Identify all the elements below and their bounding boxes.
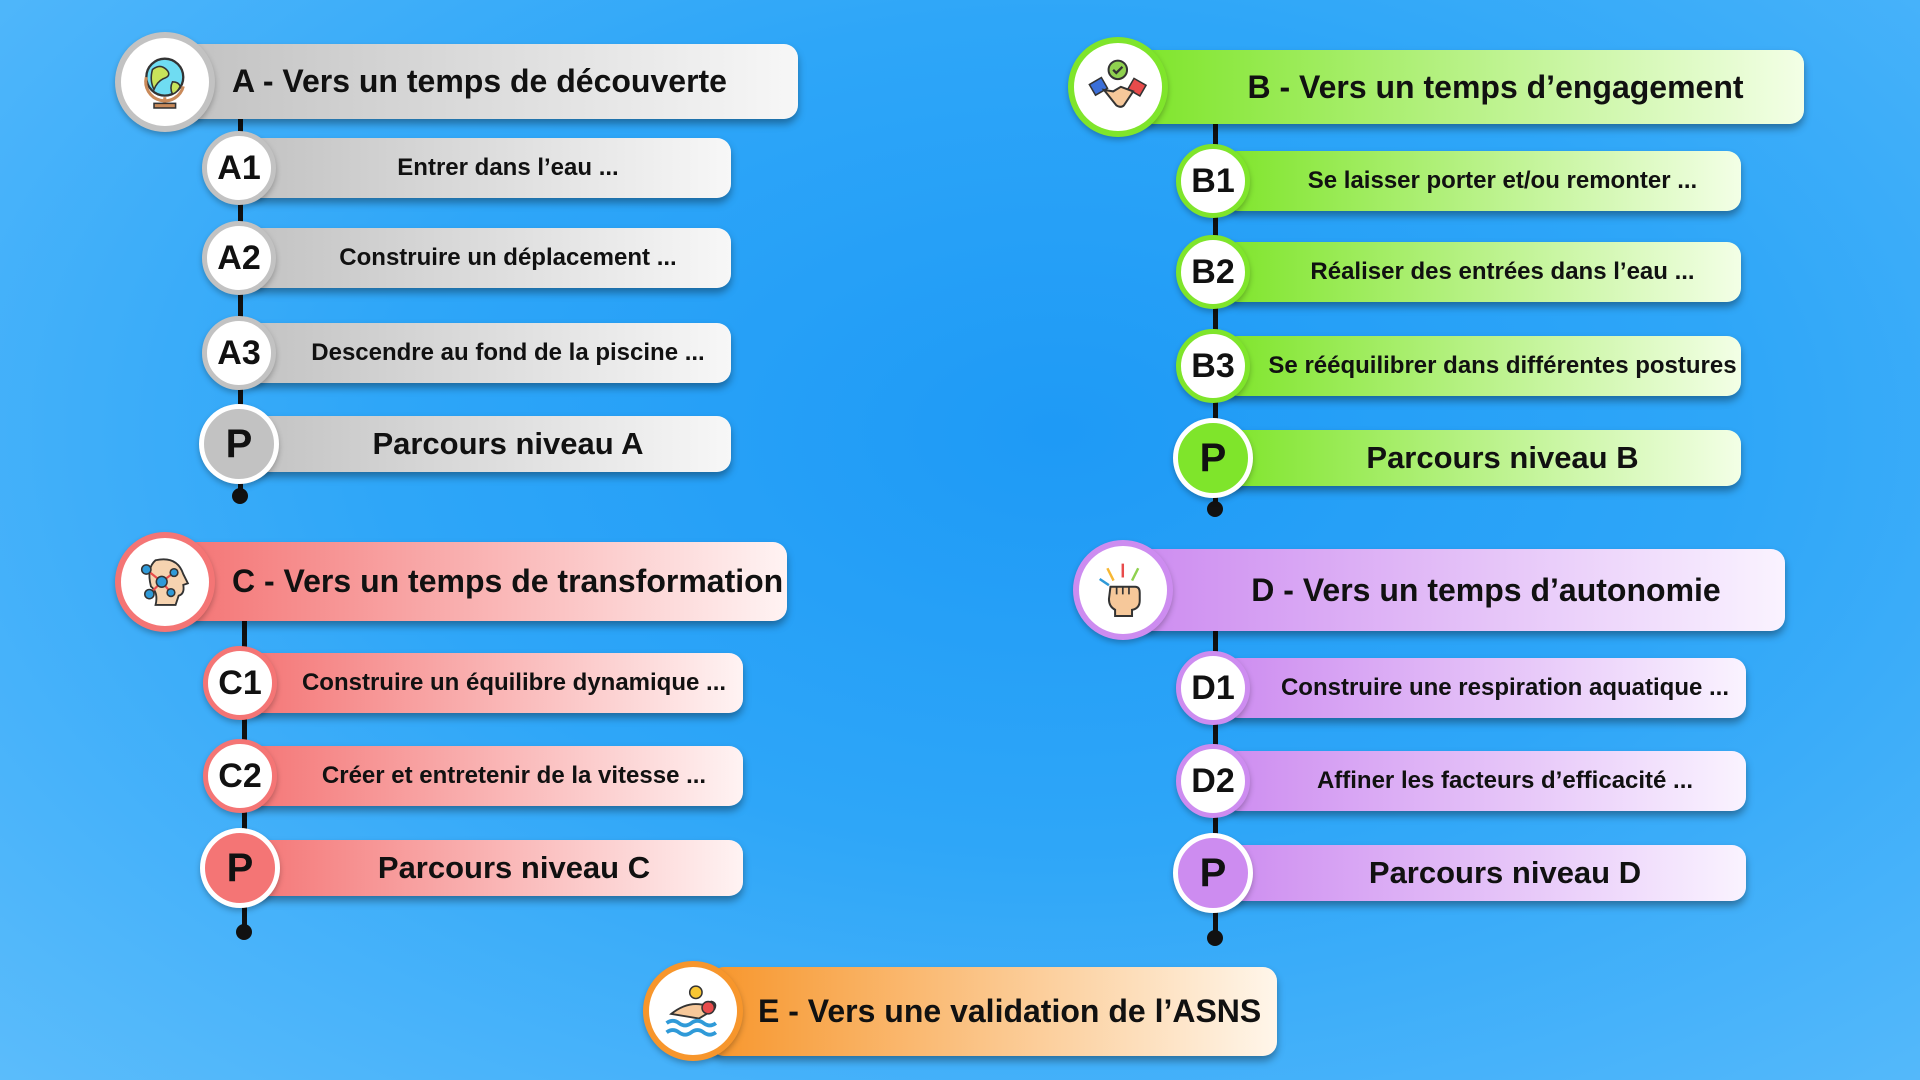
step-label: Se rééquilibrer dans différentes posture… xyxy=(1268,352,1737,379)
step-code-badge: C2 xyxy=(203,739,277,813)
section-title: E - Vers une validation de l’ASNS xyxy=(758,993,1262,1029)
step-label: Parcours niveau D xyxy=(1368,855,1642,890)
step-label: Descendre au fond de la piscine ... xyxy=(311,339,705,366)
section-header-b[interactable]: B - Vers un temps d’engagement xyxy=(1139,50,1804,124)
step-a1[interactable]: Entrer dans l’eau ... xyxy=(245,138,731,198)
step-a2[interactable]: Construire un déplacement ... xyxy=(245,228,731,288)
section-header-d[interactable]: D - Vers un temps d’autonomie xyxy=(1139,549,1785,631)
step-code-badge: B2 xyxy=(1176,235,1250,309)
step-parcours-a[interactable]: Parcours niveau A xyxy=(245,416,731,472)
step-code-badge: P xyxy=(199,404,279,484)
step-label: Parcours niveau C xyxy=(377,850,651,885)
step-code-badge: P xyxy=(1173,418,1253,498)
section-header-c[interactable]: C - Vers un temps de transformation xyxy=(184,542,787,621)
section-icon-badge xyxy=(1068,37,1168,137)
step-code-badge: B3 xyxy=(1176,329,1250,403)
step-a3[interactable]: Descendre au fond de la piscine ... xyxy=(245,323,731,383)
step-code-badge: P xyxy=(1173,833,1253,913)
step-label: Construire une respiration aquatique ... xyxy=(1280,674,1730,701)
step-code-badge: A3 xyxy=(202,316,276,390)
timeline-end-dot xyxy=(236,924,252,940)
step-label: Construire un équilibre dynamique ... xyxy=(301,669,727,696)
step-label: Parcours niveau A xyxy=(372,426,644,461)
globe-icon xyxy=(121,38,209,126)
step-code-badge: P xyxy=(200,828,280,908)
step-b1[interactable]: Se laisser porter et/ou remonter ... xyxy=(1224,151,1741,211)
brain-network-icon xyxy=(121,538,209,626)
timeline-end-dot xyxy=(1207,930,1223,946)
step-c2[interactable]: Créer et entretenir de la vitesse ... xyxy=(245,746,743,806)
section-icon-badge xyxy=(115,532,215,632)
step-label: Créer et entretenir de la vitesse ... xyxy=(321,762,707,789)
section-header-a[interactable]: A - Vers un temps de découverte xyxy=(184,44,798,119)
step-parcours-b[interactable]: Parcours niveau B xyxy=(1224,430,1741,486)
step-code-badge: C1 xyxy=(203,646,277,720)
step-parcours-d[interactable]: Parcours niveau D xyxy=(1224,845,1746,901)
step-label: Affiner les facteurs d’efficacité ... xyxy=(1316,767,1694,794)
step-code-badge: A1 xyxy=(202,131,276,205)
section-header-e[interactable]: E - Vers une validation de l’ASNS xyxy=(710,967,1277,1056)
step-b2[interactable]: Réaliser des entrées dans l’eau ... xyxy=(1224,242,1741,302)
step-label: Construire un déplacement ... xyxy=(339,244,677,271)
raised-fist-icon xyxy=(1079,546,1167,634)
section-icon-badge xyxy=(1073,540,1173,640)
section-icon-badge xyxy=(115,32,215,132)
step-parcours-c[interactable]: Parcours niveau C xyxy=(245,840,743,896)
step-label: Entrer dans l’eau ... xyxy=(397,154,619,181)
step-d2[interactable]: Affiner les facteurs d’efficacité ... xyxy=(1224,751,1746,811)
step-code-badge: B1 xyxy=(1176,144,1250,218)
timeline-connector-b xyxy=(1213,124,1218,509)
timeline-connector-a xyxy=(238,119,243,496)
step-d1[interactable]: Construire une respiration aquatique ... xyxy=(1224,658,1746,718)
timeline-end-dot xyxy=(232,488,248,504)
handshake-icon xyxy=(1074,43,1162,131)
section-icon-badge xyxy=(643,961,743,1061)
step-label: Réaliser des entrées dans l’eau ... xyxy=(1310,258,1695,285)
step-label: Parcours niveau B xyxy=(1366,440,1639,475)
timeline-end-dot xyxy=(1207,501,1223,517)
section-title: A - Vers un temps de découverte xyxy=(232,63,727,99)
step-code-badge: D2 xyxy=(1176,744,1250,818)
section-title: B - Vers un temps d’engagement xyxy=(1247,68,1744,105)
section-title: C - Vers un temps de transformation xyxy=(232,563,784,599)
step-code-badge: A2 xyxy=(202,221,276,295)
section-title: D - Vers un temps d’autonomie xyxy=(1251,571,1721,608)
step-c1[interactable]: Construire un équilibre dynamique ... xyxy=(245,653,743,713)
swimmer-icon xyxy=(649,967,737,1055)
step-label: Se laisser porter et/ou remonter ... xyxy=(1307,167,1698,194)
step-code-badge: D1 xyxy=(1176,651,1250,725)
step-b3[interactable]: Se rééquilibrer dans différentes posture… xyxy=(1224,336,1741,396)
